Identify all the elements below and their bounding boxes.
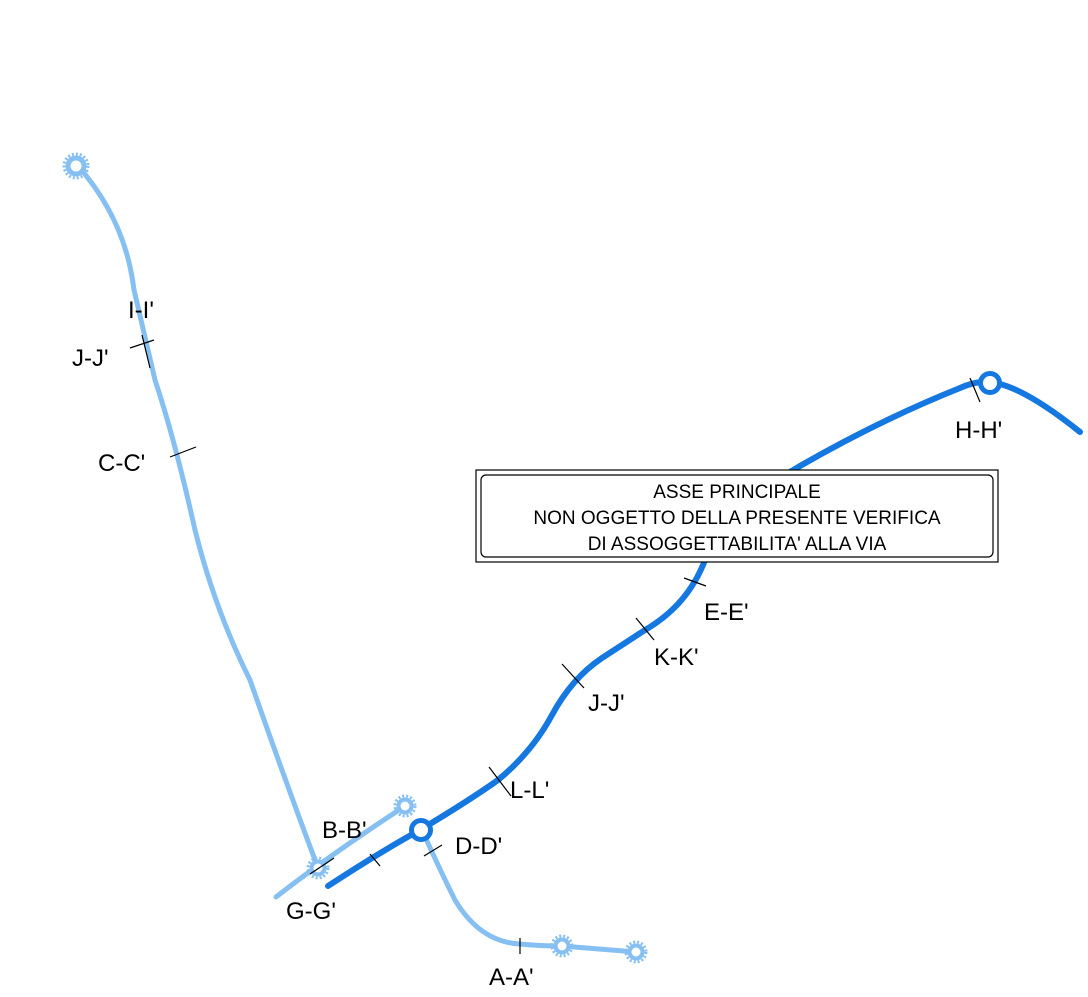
tick-h xyxy=(969,377,981,403)
note-box-inner xyxy=(480,474,994,558)
node-marker-south-2 xyxy=(624,940,648,964)
label-section-h: H-H' xyxy=(955,417,1002,444)
label-section-a: A-A' xyxy=(489,964,534,991)
section-labels: I-I' J-J' C-C' B-B' G-G' D-D' A-A' L-L' … xyxy=(72,297,1002,991)
note-line-2: NON OGGETTO DELLA PRESENTE VERIFICA xyxy=(533,508,941,529)
label-section-j-main: J-J' xyxy=(588,690,625,717)
label-section-l: L-L' xyxy=(510,777,549,804)
branch-axis-west xyxy=(75,163,321,871)
label-section-d: D-D' xyxy=(455,833,502,860)
tick-j-main xyxy=(561,663,585,689)
endpoint-markers xyxy=(62,152,1002,964)
tick-c xyxy=(169,446,197,458)
node-marker-south-1 xyxy=(550,934,574,958)
tick-d xyxy=(423,844,443,857)
label-section-i: I-I' xyxy=(128,297,154,324)
label-section-c: C-C' xyxy=(98,450,145,477)
tick-k xyxy=(635,617,655,641)
branch-axis-south xyxy=(419,827,639,955)
label-section-g: G-G' xyxy=(286,898,336,925)
note-box: ASSE PRINCIPALE NON OGGETTO DELLA PRESEN… xyxy=(475,469,999,563)
label-section-k: K-K' xyxy=(654,644,699,671)
node-marker-top-left xyxy=(62,152,90,180)
main-axis xyxy=(325,378,1083,889)
tick-l xyxy=(488,766,512,797)
label-section-b: B-B' xyxy=(322,817,367,844)
label-section-j-branch: J-J' xyxy=(72,345,109,372)
tick-j-branch xyxy=(141,334,151,369)
tick-i-j-branch xyxy=(129,339,155,349)
node-marker-main-junction xyxy=(409,818,433,842)
note-line-1: ASSE PRINCIPALE xyxy=(653,482,821,503)
tick-e xyxy=(683,577,707,587)
section-ticks xyxy=(129,334,981,954)
node-marker-main-east xyxy=(978,371,1002,395)
tick-g xyxy=(369,853,381,867)
note-box-outer xyxy=(475,469,999,563)
tick-b xyxy=(309,857,335,875)
branch-alignments xyxy=(75,163,639,955)
note-line-3: DI ASSOGGETTABILITA' ALLA VIA xyxy=(588,534,887,555)
label-section-e: E-E' xyxy=(704,599,749,626)
node-marker-branch-end xyxy=(393,794,417,818)
branch-axis-parallel xyxy=(273,803,408,900)
